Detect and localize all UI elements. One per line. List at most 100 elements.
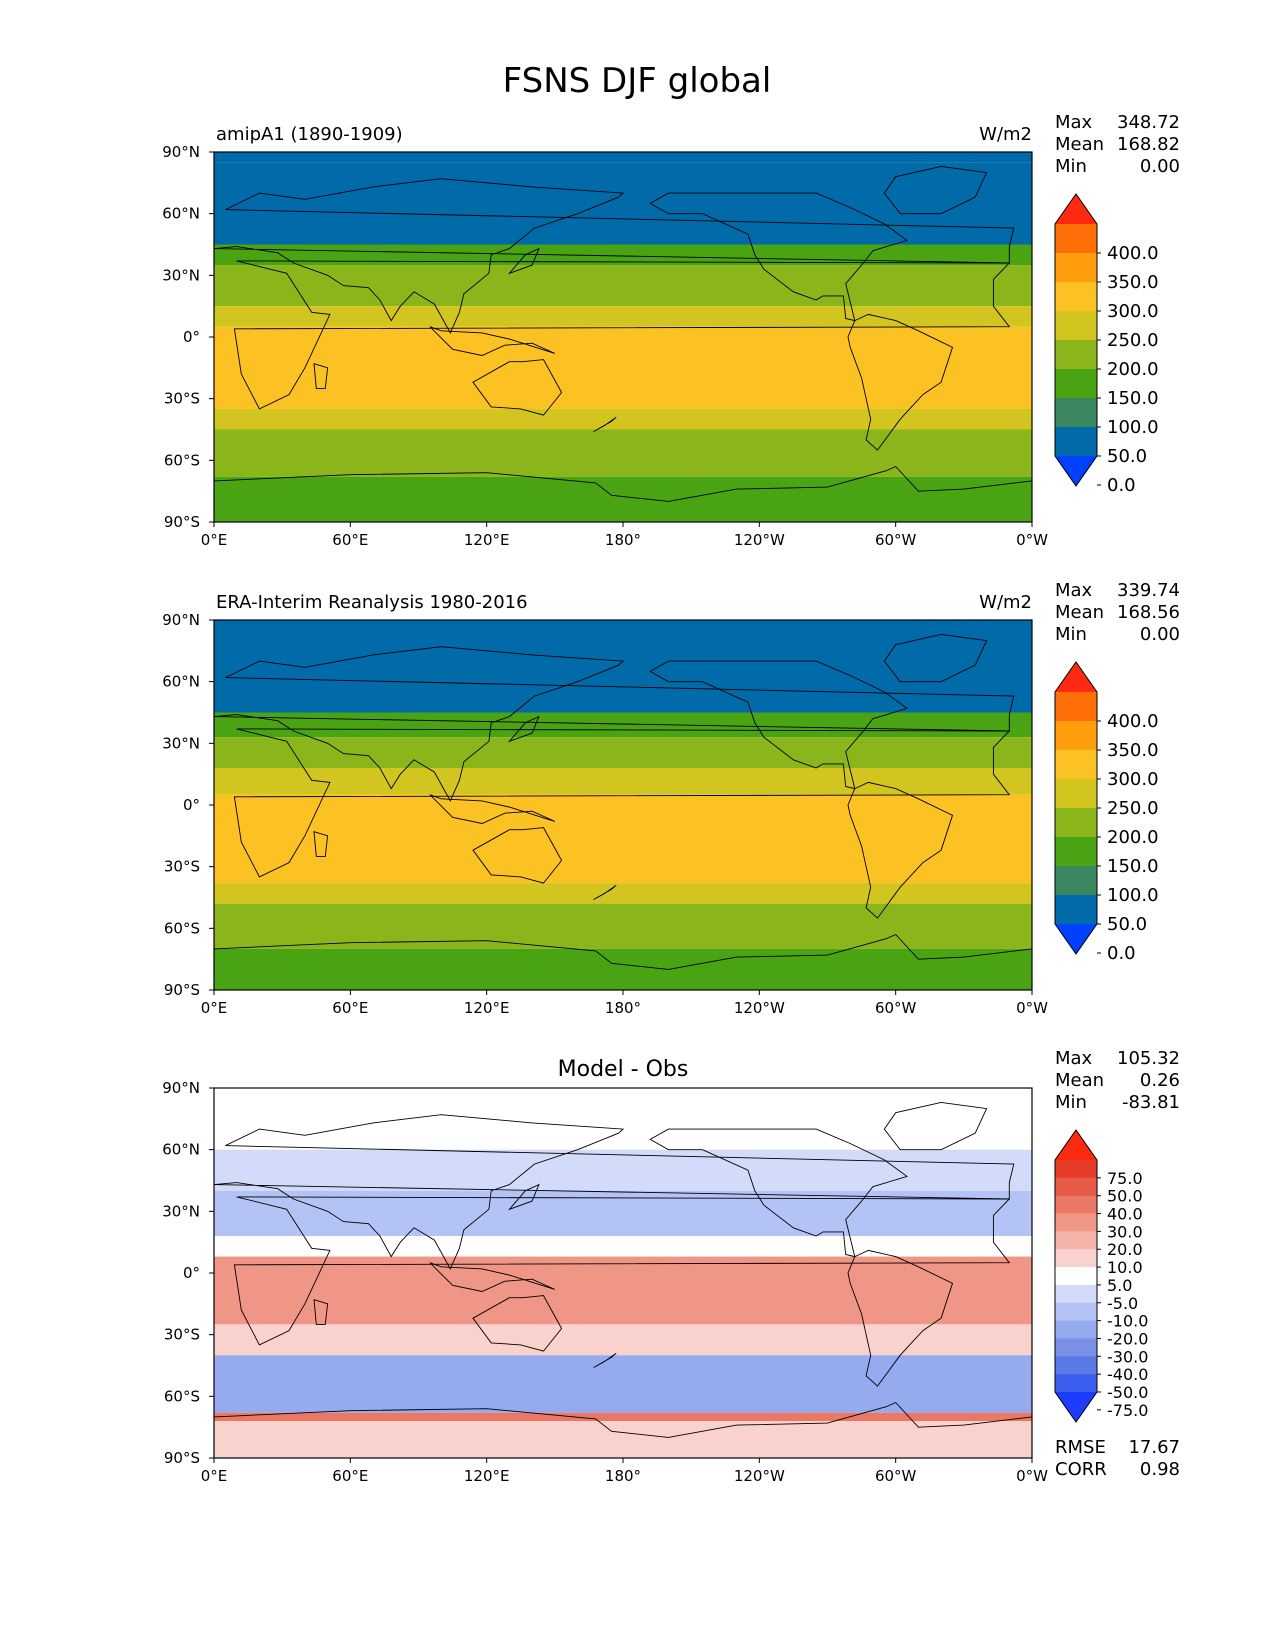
x-tick-label: 120°W	[734, 999, 785, 1017]
stat-label-mean: Mean	[1055, 134, 1104, 155]
colorbar-segment	[1055, 1177, 1097, 1197]
stat-label-min: Min	[1055, 624, 1087, 645]
x-tick-label: 0°W	[1016, 999, 1048, 1017]
colorbar-segment	[1055, 224, 1097, 254]
stat-mean-value: 0.26	[1140, 1070, 1180, 1091]
y-tick-label: 90°S	[164, 513, 200, 531]
colorbar-label: 30.0	[1107, 1222, 1143, 1241]
x-tick-label: 180°	[605, 999, 641, 1017]
y-tick-label: 90°S	[164, 981, 200, 999]
coastline-1-panel-1	[313, 831, 329, 857]
contour-band-8	[214, 1421, 1032, 1458]
y-tick-label: 90°N	[162, 1079, 200, 1097]
contour-band-5	[214, 326, 1032, 409]
y-tick-label: 90°N	[162, 611, 200, 629]
colorbar-segment	[1055, 895, 1097, 925]
y-tick-label: 0°	[183, 328, 200, 346]
colorbar-extend-max	[1055, 194, 1097, 224]
colorbar-label: 100.0	[1107, 885, 1159, 906]
panel-center-title: Model - Obs	[558, 1057, 689, 1082]
stat-label-max: Max	[1055, 580, 1093, 601]
y-tick-label: 90°S	[164, 1449, 200, 1467]
coastline-3-panel-1	[472, 827, 563, 884]
y-tick-label: 60°N	[162, 673, 200, 691]
colorbar-segment	[1055, 282, 1097, 312]
x-tick-label: 180°	[605, 531, 641, 549]
coastline-7-panel-0	[649, 192, 908, 322]
x-tick-label: 120°E	[464, 531, 510, 549]
colorbar-label: 400.0	[1107, 243, 1159, 264]
panel-left-title: amipA1 (1890-1909)	[216, 124, 403, 145]
colorbar-segment	[1055, 808, 1097, 838]
y-tick-label: 0°	[183, 796, 200, 814]
coastline-8-panel-1	[847, 781, 954, 919]
colorbar-label: -5.0	[1107, 1294, 1138, 1313]
stat-label-min: Min	[1055, 156, 1087, 177]
x-tick-label: 60°E	[332, 999, 368, 1017]
stat-min-value: 0.00	[1140, 156, 1180, 177]
colorbar-label: 40.0	[1107, 1205, 1143, 1224]
colorbar-label: 20.0	[1107, 1240, 1143, 1259]
stat-label-mean: Mean	[1055, 1070, 1104, 1091]
stat-label-rmse: RMSE	[1055, 1437, 1106, 1458]
y-tick-label: 30°N	[162, 266, 200, 284]
coastline-4-panel-0	[429, 326, 555, 356]
stat-mean-value: 168.56	[1117, 602, 1180, 623]
colorbar-extend-max	[1055, 662, 1097, 692]
panel-2: 0°E 60°E 120°E 180° 120°W 60°W 0°W 90°N 60°N 30°N…	[162, 580, 1180, 1017]
y-tick-label: 30°N	[162, 734, 200, 752]
colorbar-label: -75.0	[1107, 1401, 1148, 1420]
x-tick-label: 60°E	[332, 531, 368, 549]
colorbar-extend-max	[1055, 1130, 1097, 1160]
contour-band-0	[214, 1088, 1032, 1150]
contour-band-8	[214, 476, 1032, 522]
contour-band-4	[214, 1256, 1032, 1325]
panel-1: 0°E 60°E 120°E 180° 120°W 60°W 0°W 90°N 60°N 30°N…	[162, 112, 1180, 549]
colorbar-label: 250.0	[1107, 330, 1159, 351]
coastline-5-panel-1	[507, 715, 540, 743]
coastline-6-panel-2	[593, 1352, 617, 1368]
stat-label-mean: Mean	[1055, 602, 1104, 623]
colorbar-segment	[1055, 1284, 1097, 1304]
x-tick-label: 120°W	[734, 531, 785, 549]
colorbar-label: 200.0	[1107, 827, 1159, 848]
colorbar-segment	[1055, 253, 1097, 283]
contour-band-4	[214, 794, 1032, 884]
stat-min-value: 0.00	[1140, 624, 1180, 645]
contour-band-5	[214, 883, 1032, 904]
colorbar-segment	[1055, 779, 1097, 809]
colorbar: 400.0 350.0 300.0 250.0 200.0 150.0 100.0 50.0 0…	[1054, 193, 1159, 496]
figure-title: FSNS DJF global	[503, 61, 772, 101]
contour-band-3	[214, 768, 1032, 795]
contour-band-6	[214, 408, 1032, 430]
colorbar-label: 5.0	[1107, 1276, 1132, 1295]
coastline-2-panel-1	[214, 646, 1015, 802]
x-tick-label: 60°W	[875, 999, 917, 1017]
panel-left-title: ERA-Interim Reanalysis 1980-2016	[216, 592, 528, 613]
colorbar: 75.050.040.030.020.010.05.0-5.0-10.0-20.…	[1054, 1129, 1148, 1423]
contour-band-0	[214, 620, 1032, 713]
map-area	[214, 1088, 1032, 1458]
stat-label-max: Max	[1055, 1048, 1093, 1069]
x-tick-label: 0°W	[1016, 1467, 1048, 1485]
contour-band-7	[214, 1412, 1032, 1421]
colorbar-segment	[1055, 837, 1097, 867]
coastline-0-panel-2	[233, 1196, 1011, 1346]
x-tick-label: 120°E	[464, 1467, 510, 1485]
colorbar-segment	[1055, 1374, 1097, 1393]
y-tick-label: 60°S	[164, 1387, 200, 1405]
coastline-10-panel-1	[214, 933, 1032, 990]
colorbar-label: 50.0	[1107, 914, 1147, 935]
coastline-7-panel-1	[649, 660, 908, 790]
contour-band-6	[214, 1355, 1032, 1413]
colorbar-segment	[1055, 1302, 1097, 1322]
coastline-5-panel-0	[507, 247, 540, 275]
x-tick-label: 120°E	[464, 999, 510, 1017]
colorbar-segment	[1055, 1267, 1097, 1286]
colorbar-segment	[1055, 311, 1097, 341]
colorbar-segment	[1055, 1249, 1097, 1268]
x-tick-label: 180°	[605, 1467, 641, 1485]
y-tick-label: 60°N	[162, 205, 200, 223]
contour-band-6	[214, 903, 1032, 949]
colorbar-segment	[1055, 866, 1097, 896]
